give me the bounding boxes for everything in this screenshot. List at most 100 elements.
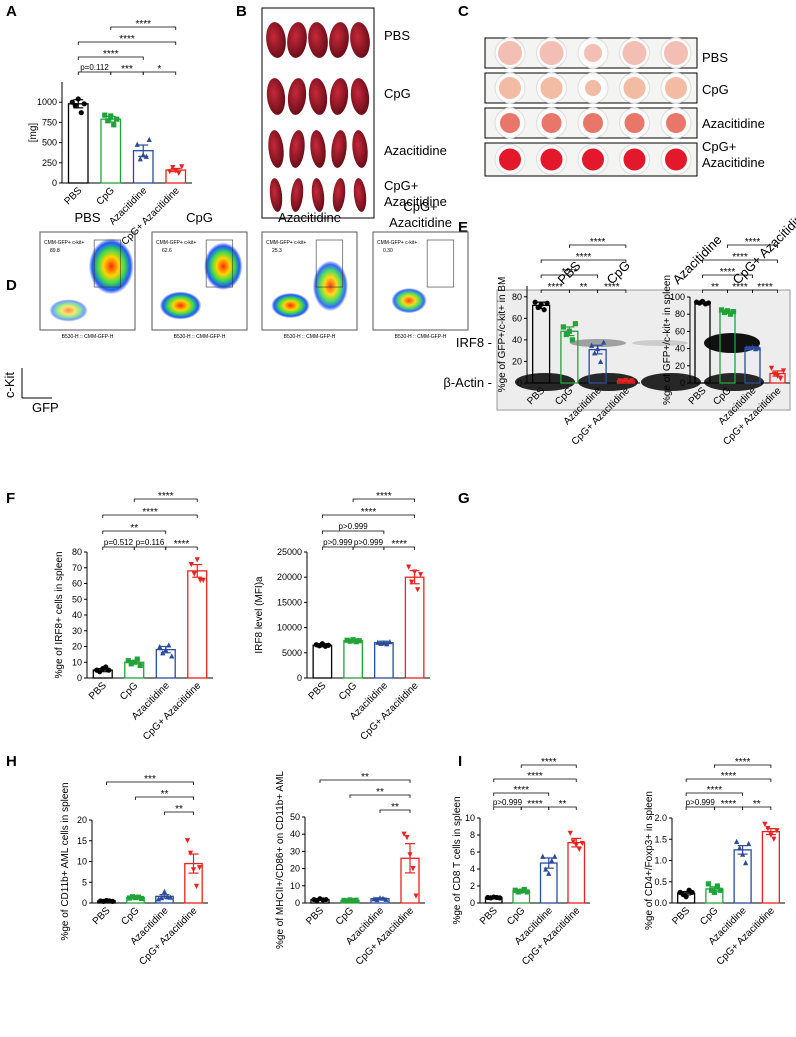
x-channel: B530-H :: CMM-GFP-H (284, 334, 336, 340)
data-point (740, 851, 746, 857)
y-tick-label: 40 (512, 335, 522, 345)
bar (567, 842, 586, 904)
significance-bracket (352, 546, 385, 550)
data-point (128, 661, 134, 667)
x-channel: B530-H :: CMM-GFP-H (395, 334, 447, 340)
y-tick-label: 0 (295, 898, 300, 908)
data-point (412, 569, 418, 575)
data-point (592, 350, 598, 356)
significance-label: **** (576, 252, 592, 263)
data-point (161, 888, 168, 894)
data-point (541, 307, 547, 313)
y-tick-label: 10 (77, 857, 87, 867)
data-point (160, 650, 166, 656)
data-point (176, 170, 182, 176)
y-tick-label: 10 (465, 813, 475, 823)
band (515, 373, 575, 391)
data-point (689, 889, 695, 895)
significance-bracket (597, 289, 627, 293)
significance-bracket (321, 546, 354, 550)
gate-label: CMM-GFP+ c-kit+ (377, 240, 417, 246)
bar (733, 849, 752, 904)
data-point (106, 667, 112, 673)
data-point (114, 116, 120, 122)
significance-label: *** (144, 774, 156, 785)
significance-bracket (713, 764, 772, 768)
spleen (311, 178, 325, 212)
group-label: Azacitidine (702, 116, 765, 131)
data-point (418, 572, 424, 578)
data-point (601, 339, 607, 345)
x-tick-label: PBS (91, 905, 113, 927)
y-tick-label: 80 (675, 309, 685, 319)
pellet (584, 44, 602, 62)
data-point (774, 828, 780, 834)
data-point (173, 168, 179, 174)
flow-population (49, 299, 88, 322)
data-point (626, 379, 632, 385)
pellet (498, 41, 522, 65)
data-point (81, 101, 87, 107)
panel-label: I (458, 753, 462, 770)
significance-label: **** (135, 19, 151, 30)
significance-label: p>0.999 (354, 538, 384, 547)
y-axis-label: %ge of CD4+/Foxp3+ in spleen (644, 791, 655, 930)
significance-bracket (106, 781, 194, 785)
data-point (717, 887, 723, 893)
panel-label: C (458, 3, 469, 20)
data-point (755, 345, 762, 351)
pellet (622, 41, 647, 65)
significance-label: **** (721, 771, 737, 782)
data-point (576, 846, 582, 853)
y-tick-label: 1.0 (654, 856, 667, 866)
significance-bracket (110, 26, 177, 30)
data-point (589, 342, 595, 348)
pellet (539, 41, 564, 65)
group-label: PBS (702, 50, 728, 65)
significance-bracket (752, 289, 778, 293)
pellet (664, 41, 688, 65)
significance-label: **** (527, 799, 543, 810)
data-point (78, 110, 84, 116)
significance-bracket (77, 71, 112, 75)
band (570, 339, 626, 347)
gate-value: 0.30 (383, 248, 393, 254)
data-point (401, 831, 407, 837)
significance-bracket (77, 56, 144, 60)
data-point (538, 301, 544, 307)
data-point (512, 887, 518, 893)
x-channel: B530-H :: CMM-GFP-H (174, 334, 226, 340)
significance-bracket (321, 530, 385, 534)
significance-label: p=0.512 (104, 538, 134, 547)
data-point (711, 889, 717, 895)
x-tick-label: PBS (87, 680, 109, 702)
y-tick-label: 1000 (37, 97, 57, 107)
spleen (268, 130, 284, 168)
y-tick-label: 60 (675, 326, 685, 336)
significance-bracket (742, 806, 772, 810)
spleen (331, 130, 347, 168)
significance-bracket (102, 546, 135, 550)
spleen (329, 78, 349, 115)
significance-bracket (352, 498, 416, 502)
significance-label: **** (562, 267, 578, 278)
data-point (353, 639, 359, 645)
significance-label: ** (161, 789, 169, 800)
data-point (708, 887, 714, 893)
x-tick-label: CpG (119, 905, 141, 927)
data-point (620, 378, 626, 384)
gate-label: CMM-GFP+ c-kit+ (156, 240, 196, 246)
data-point (196, 865, 203, 871)
y-tick-label: 0 (297, 673, 302, 683)
data-point (407, 852, 413, 858)
group-label: CpG (384, 86, 411, 101)
significance-bracket (379, 809, 411, 813)
gate-value: 62.6 (162, 248, 172, 254)
data-point (579, 840, 585, 847)
data-point (387, 639, 393, 645)
y-tick-label: 40 (72, 610, 82, 620)
significance-bracket (321, 514, 416, 518)
y-tick-label: 60 (512, 313, 522, 323)
spleen (332, 178, 346, 212)
significance-label: * (158, 64, 162, 75)
